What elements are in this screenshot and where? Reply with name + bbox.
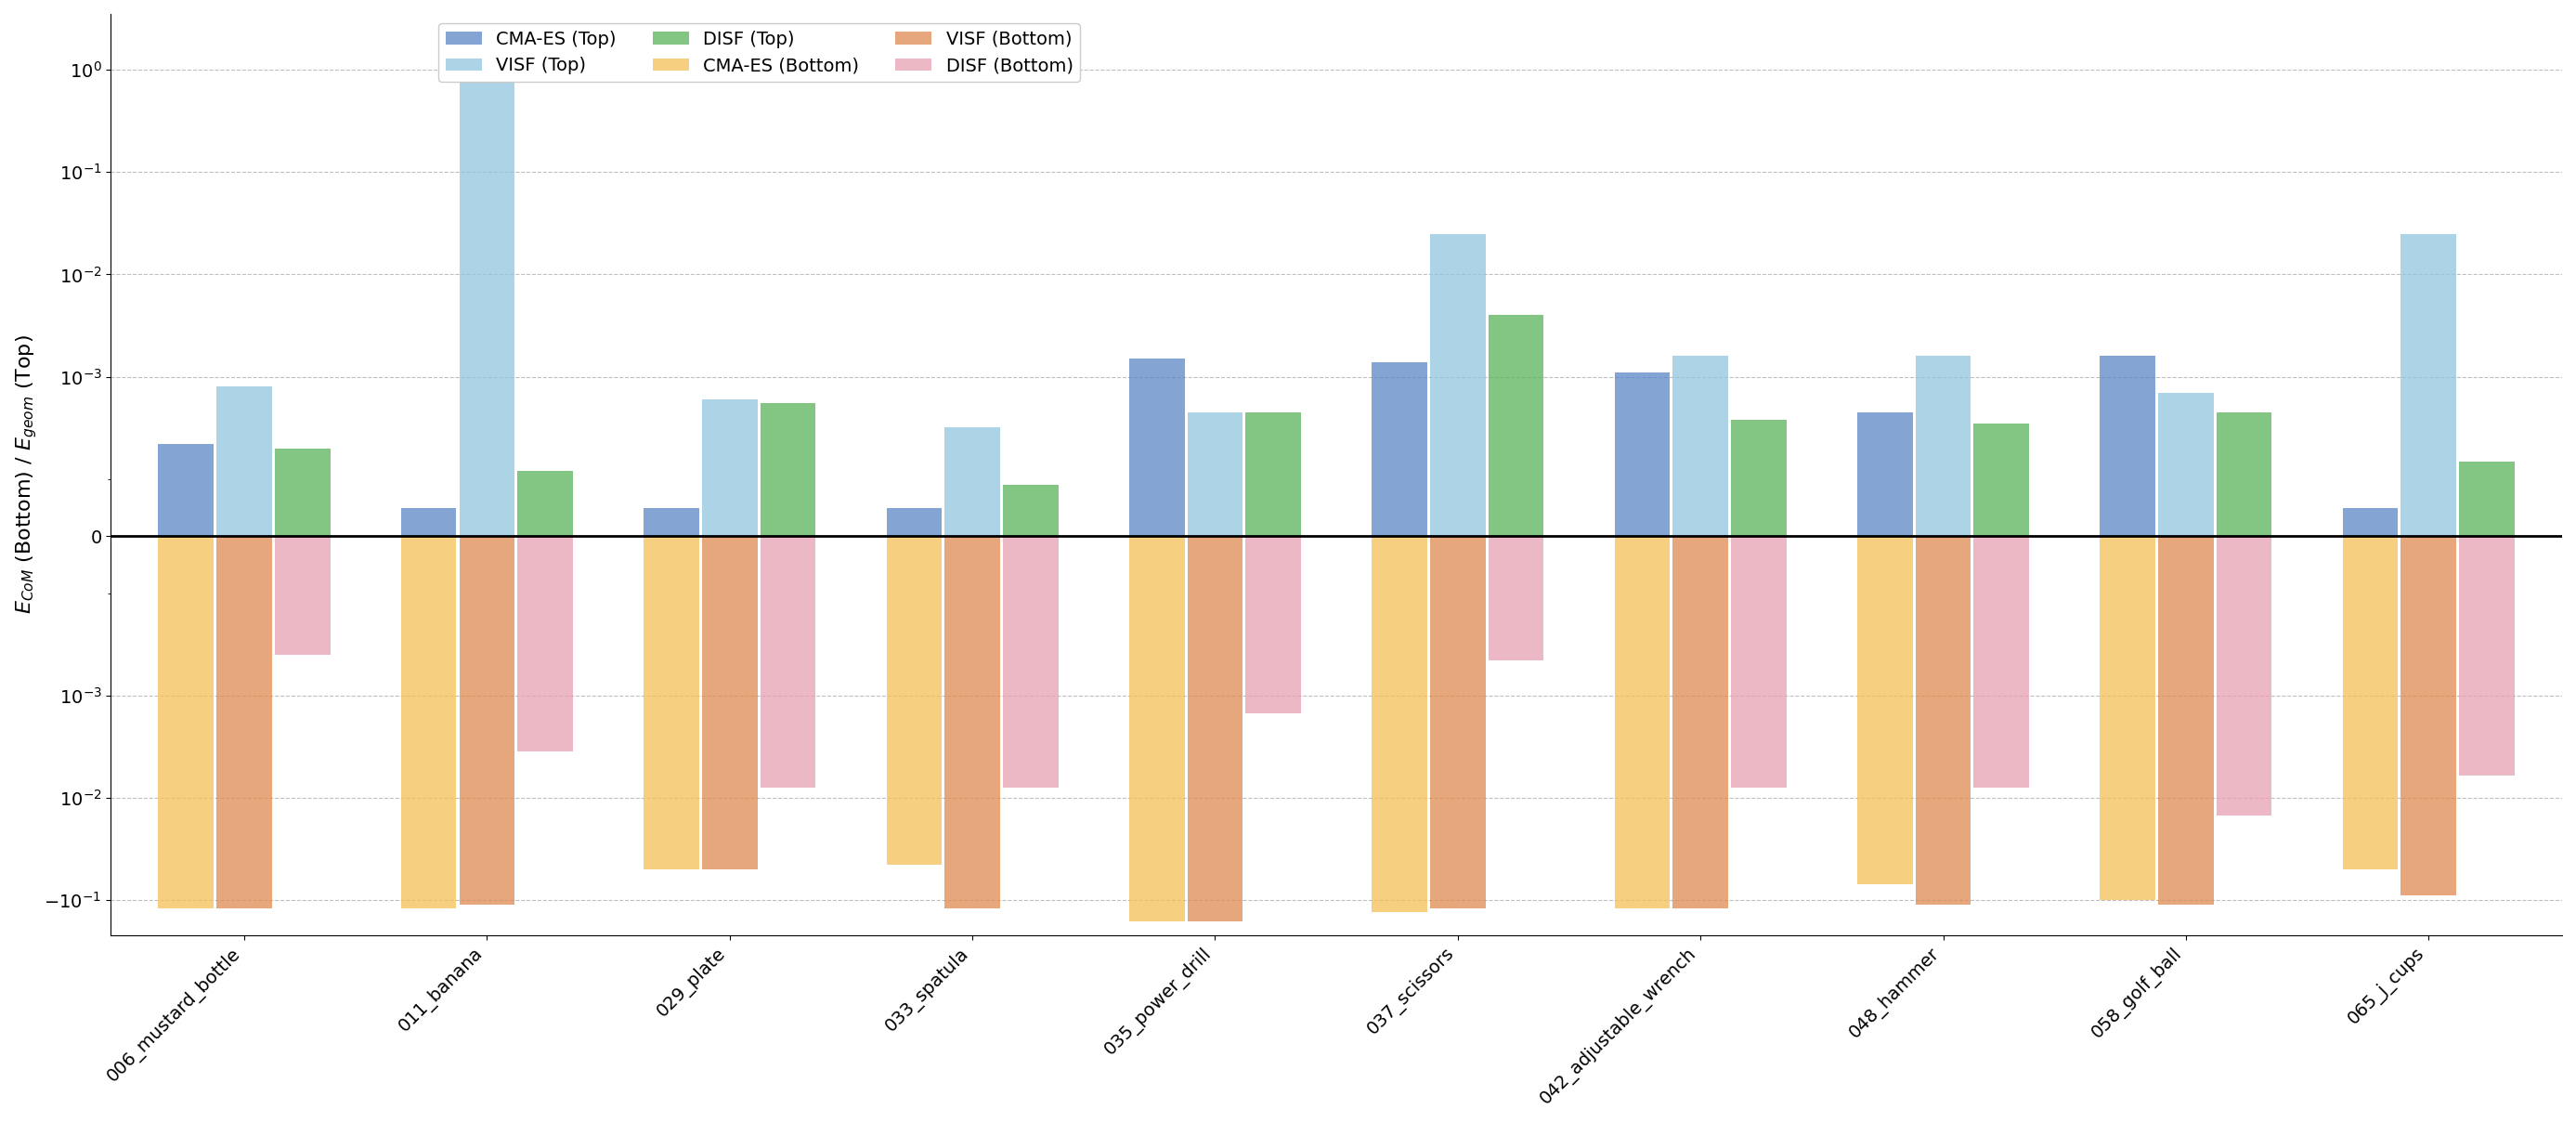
Bar [886,536,943,865]
Bar [1188,413,1242,536]
Bar [1430,233,1486,536]
Bar [1247,536,1301,714]
Bar [1002,485,1059,536]
Bar [216,536,273,909]
Bar [1188,536,1242,921]
Bar [402,508,456,536]
Bar [276,449,330,536]
Bar [1247,413,1301,536]
Bar [402,536,456,909]
Bar [945,427,999,536]
Bar [2099,356,2156,536]
Bar [1128,359,1185,536]
Bar [1489,536,1543,660]
Bar [1731,536,1785,788]
Bar [1857,413,1911,536]
Legend: CMA-ES (Top), VISF (Top), DISF (Top), CMA-ES (Bottom), VISF (Bottom), DISF (Bott: CMA-ES (Top), VISF (Top), DISF (Top), CM… [438,22,1079,82]
Bar [2099,536,2156,900]
Bar [2401,536,2458,895]
Bar [945,536,999,909]
Bar [1373,362,1427,536]
Bar [1731,420,1785,536]
Bar [1973,536,2030,788]
Bar [644,508,698,536]
Bar [157,444,214,536]
Bar [1128,536,1185,921]
Y-axis label: $E_{CoM}$ (Bottom) / $E_{geom}$ (Top): $E_{CoM}$ (Bottom) / $E_{geom}$ (Top) [13,335,39,615]
Bar [2342,536,2398,870]
Bar [1615,536,1669,909]
Bar [2215,413,2272,536]
Bar [701,536,757,870]
Bar [2159,536,2213,904]
Bar [518,471,572,536]
Bar [1430,536,1486,909]
Bar [2460,536,2514,775]
Bar [2342,508,2398,536]
Bar [644,536,698,870]
Bar [2159,393,2213,536]
Bar [157,536,214,909]
Bar [459,536,515,904]
Bar [2460,461,2514,536]
Bar [276,536,330,655]
Bar [760,536,817,788]
Bar [1857,536,1911,884]
Bar [518,536,572,751]
Bar [1672,536,1728,909]
Bar [216,387,273,536]
Bar [1672,356,1728,536]
Bar [459,39,515,536]
Bar [1917,356,1971,536]
Bar [1917,536,1971,904]
Bar [1489,315,1543,536]
Bar [1002,536,1059,788]
Bar [1615,373,1669,536]
Bar [2215,536,2272,816]
Bar [1973,424,2030,536]
Bar [1373,536,1427,912]
Bar [760,404,817,536]
Bar [886,508,943,536]
Bar [701,399,757,536]
Bar [2401,233,2458,536]
